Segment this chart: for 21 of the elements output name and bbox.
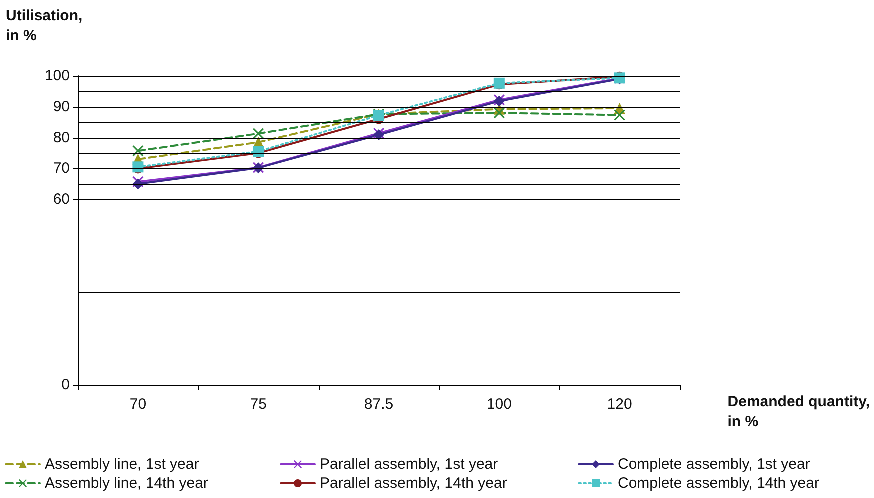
x-tick-label: 120 [607, 396, 632, 413]
x-tick-label: 70 [130, 396, 147, 413]
legend-label: Parallel assembly, 1st year [320, 456, 498, 473]
y-tick-label: 0 [62, 376, 70, 394]
legend-label: Complete assembly, 1st year [618, 456, 810, 473]
legend-label: Assembly line, 14th year [45, 475, 208, 492]
y-axis-title: Utilisation, in % [6, 8, 83, 44]
y-tick-label: 70 [53, 160, 70, 178]
point [494, 108, 505, 119]
legend-label: Complete assembly, 14th year [618, 475, 820, 492]
x-tick-label: 75 [250, 396, 267, 413]
y-tick-label: 100 [44, 68, 70, 84]
x-tick-label: 100 [486, 396, 512, 413]
y-tick-label: 60 [53, 191, 70, 208]
x-tick-label: 87.5 [364, 396, 394, 413]
y-tick-label: 80 [53, 129, 70, 146]
point [614, 110, 626, 121]
legend-label: Assembly line, 1st year [45, 456, 200, 473]
x-axis-title: Demanded quantity, in % [728, 394, 870, 430]
legend-label: Parallel assembly, 14th year [320, 475, 508, 492]
y-tick-label: 90 [53, 98, 70, 116]
